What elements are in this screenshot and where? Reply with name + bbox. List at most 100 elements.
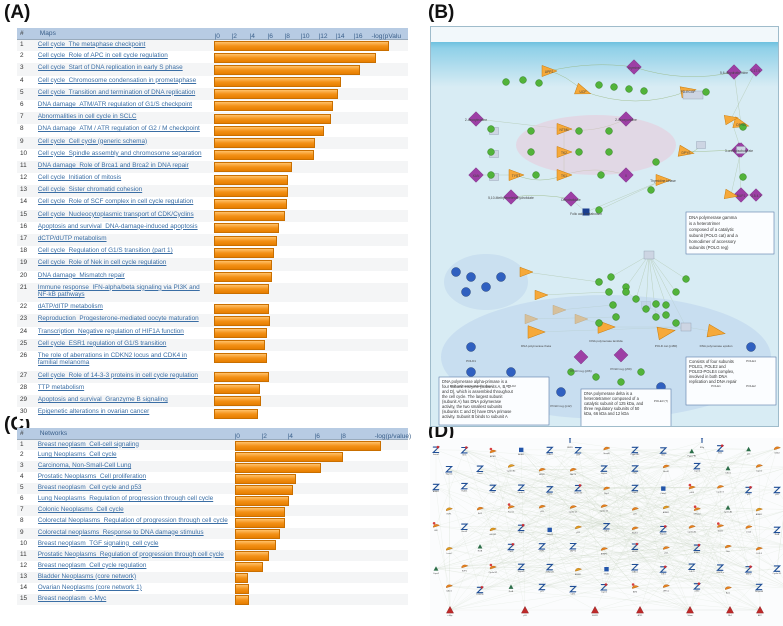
- svg-text:DNA polymerase epsilon: DNA polymerase epsilon: [700, 344, 733, 348]
- svg-text:Telom: Telom: [687, 615, 693, 617]
- svg-text:POLD reg (p66): POLD reg (p66): [570, 369, 591, 373]
- svg-text:Capn2: Capn2: [601, 592, 608, 594]
- svg-text:Pygo-FBJ: Pygo-FBJ: [631, 454, 640, 456]
- svg-text:Pygo-FBJ: Pygo-FBJ: [687, 455, 696, 457]
- svg-text:DNA polymerase alpha/primase: DNA polymerase alpha/primase: [450, 384, 493, 388]
- svg-text:Cyclin D1: Cyclin D1: [600, 511, 609, 513]
- svg-text:Capn2: Capn2: [632, 492, 639, 494]
- svg-text:Cyclin B2: Cyclin B2: [489, 572, 498, 574]
- svg-text:Cyclin G: Cyclin G: [716, 491, 724, 493]
- svg-text:homodimer of accessory: homodimer of accessory: [689, 239, 737, 244]
- svg-text:is a heterotrimer: is a heterotrimer: [689, 221, 721, 226]
- svg-text:Cdh11: Cdh11: [689, 571, 696, 573]
- svg-text:ZAP70: ZAP70: [570, 549, 577, 552]
- svg-text:Cyclin A2: Cyclin A2: [724, 511, 733, 514]
- svg-text:eNOS2: eNOS2: [490, 534, 497, 536]
- svg-text:FOXO3: FOXO3: [477, 594, 485, 596]
- svg-text:Axin: Axin: [726, 592, 730, 595]
- svg-text:Lmo4: Lmo4: [746, 532, 752, 534]
- svg-text:GPCpot: GPCpot: [693, 513, 701, 516]
- svg-text:activity. Subunit B binds to s: activity. Subunit B binds to subunit A: [442, 414, 508, 419]
- svg-text:APAF1: APAF1: [518, 453, 525, 456]
- svg-text:Lmo4: Lmo4: [446, 553, 452, 555]
- svg-text:Cyclin A2: Cyclin A2: [688, 530, 697, 533]
- svg-text:Dihydrofolate: Dihydrofolate: [561, 198, 581, 202]
- svg-text:ATMR: ATMR: [632, 550, 638, 553]
- svg-text:POLD reg (p12): POLD reg (p12): [550, 404, 571, 408]
- svg-text:TK2: TK2: [561, 151, 567, 155]
- svg-text:POLE2: POLE2: [746, 384, 756, 388]
- svg-text:DNA polymerase lambda: DNA polymerase lambda: [589, 339, 623, 343]
- svg-text:kDa, 66 kDa and 12 kDa: kDa, 66 kDa and 12 kDa: [584, 411, 629, 416]
- svg-text:BrcaR: BrcaR: [462, 531, 468, 533]
- svg-text:Repair: Repair: [601, 473, 607, 475]
- svg-text:3.5.4.1: 3.5.4.1: [751, 194, 761, 198]
- svg-text:BUP1: BUP1: [737, 194, 746, 198]
- svg-text:2-deoxyinosine: 2-deoxyinosine: [465, 118, 487, 122]
- svg-text:POLD2: POLD2: [506, 384, 516, 388]
- svg-text:APAF1: APAF1: [433, 490, 440, 493]
- svg-text:DNA polymerase theta: DNA polymerase theta: [521, 344, 551, 348]
- svg-text:POLD1: POLD1: [466, 359, 476, 363]
- svg-text:POLE4: POLE4: [746, 359, 756, 363]
- svg-text:Cyclin G1: Cyclin G1: [773, 573, 783, 575]
- svg-text:RetB: RetB: [478, 550, 483, 553]
- svg-text:APAF1: APAF1: [575, 573, 582, 576]
- svg-text:Rankl: Rankl: [477, 473, 483, 475]
- svg-text:RetB: RetB: [775, 533, 780, 536]
- svg-text:1.17.5.: 1.17.5.: [751, 69, 761, 73]
- svg-text:POLE3 (?): POLE3 (?): [654, 399, 668, 403]
- svg-text:26Sprot8: 26Sprot8: [546, 570, 555, 573]
- svg-text:c-Myc: c-Myc: [447, 615, 452, 617]
- svg-text:Capn2: Capn2: [433, 573, 440, 575]
- svg-text:APC: APC: [758, 614, 763, 617]
- svg-text:Thymidine kinase: Thymidine kinase: [650, 179, 676, 183]
- svg-text:PD-ECGF: PD-ECGF: [681, 90, 696, 94]
- svg-text:BMP6: BMP6: [567, 447, 573, 449]
- svg-text:DNA polymerase gamma: DNA polymerase gamma: [689, 215, 737, 220]
- svg-text:composed of a catalytic: composed of a catalytic: [689, 227, 735, 232]
- svg-text:EGFR: EGFR: [592, 615, 598, 617]
- svg-text:Rad51: Rad51: [461, 490, 468, 492]
- svg-text:POLD cat (p180): POLD cat (p180): [655, 344, 678, 348]
- svg-text:POLE1: POLE1: [711, 384, 721, 388]
- svg-text:eEFcat: eEFcat: [663, 590, 670, 593]
- svg-text:TYST: TYST: [512, 174, 520, 178]
- svg-text:subunit (POLG cat) and a: subunit (POLG cat) and a: [689, 233, 738, 238]
- svg-text:ZAP70: ZAP70: [570, 473, 577, 476]
- svg-text:Rad51: Rad51: [632, 533, 639, 535]
- svg-text:Cyclin B2: Cyclin B2: [507, 470, 516, 472]
- svg-text:5,10-Methylenetetrahydrofolate: 5,10-Methylenetetrahydrofolate: [488, 196, 534, 200]
- svg-text:Rankl: Rankl: [547, 494, 553, 496]
- svg-text:Cyclin G1: Cyclin G1: [574, 492, 584, 494]
- svg-text:Cdkn1: Cdkn1: [660, 493, 667, 495]
- svg-text:ATM: ATM: [633, 590, 637, 593]
- svg-text:EGFR p: EGFR p: [717, 572, 725, 574]
- svg-text:ATMR: ATMR: [539, 473, 545, 476]
- svg-text:3-ureidoisobutyrate: 3-ureidoisobutyrate: [725, 149, 753, 153]
- svg-text:Capn2: Capn2: [694, 470, 701, 472]
- svg-text:Inhib2: Inhib2: [774, 453, 780, 455]
- svg-text:Cdkn1: Cdkn1: [632, 571, 639, 573]
- svg-text:APAF1: APAF1: [663, 511, 670, 514]
- svg-text:Sig-mix: Sig-mix: [446, 473, 453, 475]
- svg-text:UCP: UCP: [580, 90, 588, 94]
- svg-text:Foxm1: Foxm1: [508, 512, 515, 514]
- svg-text:BrcaR: BrcaR: [663, 471, 669, 473]
- svg-text:cMyc: cMyc: [633, 473, 638, 475]
- svg-text:ATMR: ATMR: [490, 455, 496, 458]
- svg-text:UPP2: UPP2: [545, 70, 554, 74]
- svg-text:DPYD: DPYD: [736, 123, 746, 127]
- svg-text:Cyclin D: Cyclin D: [517, 492, 525, 494]
- svg-text:APAF1: APAF1: [756, 513, 763, 516]
- svg-text:Cyclin D1: Cyclin D1: [569, 511, 578, 513]
- svg-text:Signal5: Signal5: [518, 571, 526, 573]
- svg-text:IFNg: IFNg: [700, 447, 704, 449]
- svg-text:TK1: TK1: [561, 174, 567, 178]
- svg-text:RetB: RetB: [509, 590, 514, 593]
- svg-text:Setd1: Setd1: [718, 530, 724, 533]
- svg-text:Sig-mix: Sig-mix: [660, 533, 667, 535]
- svg-text:NT5M: NT5M: [560, 128, 569, 132]
- svg-text:subunits (POLG reg): subunits (POLG reg): [689, 245, 729, 250]
- svg-text:POLD reg (p50): POLD reg (p50): [610, 367, 631, 371]
